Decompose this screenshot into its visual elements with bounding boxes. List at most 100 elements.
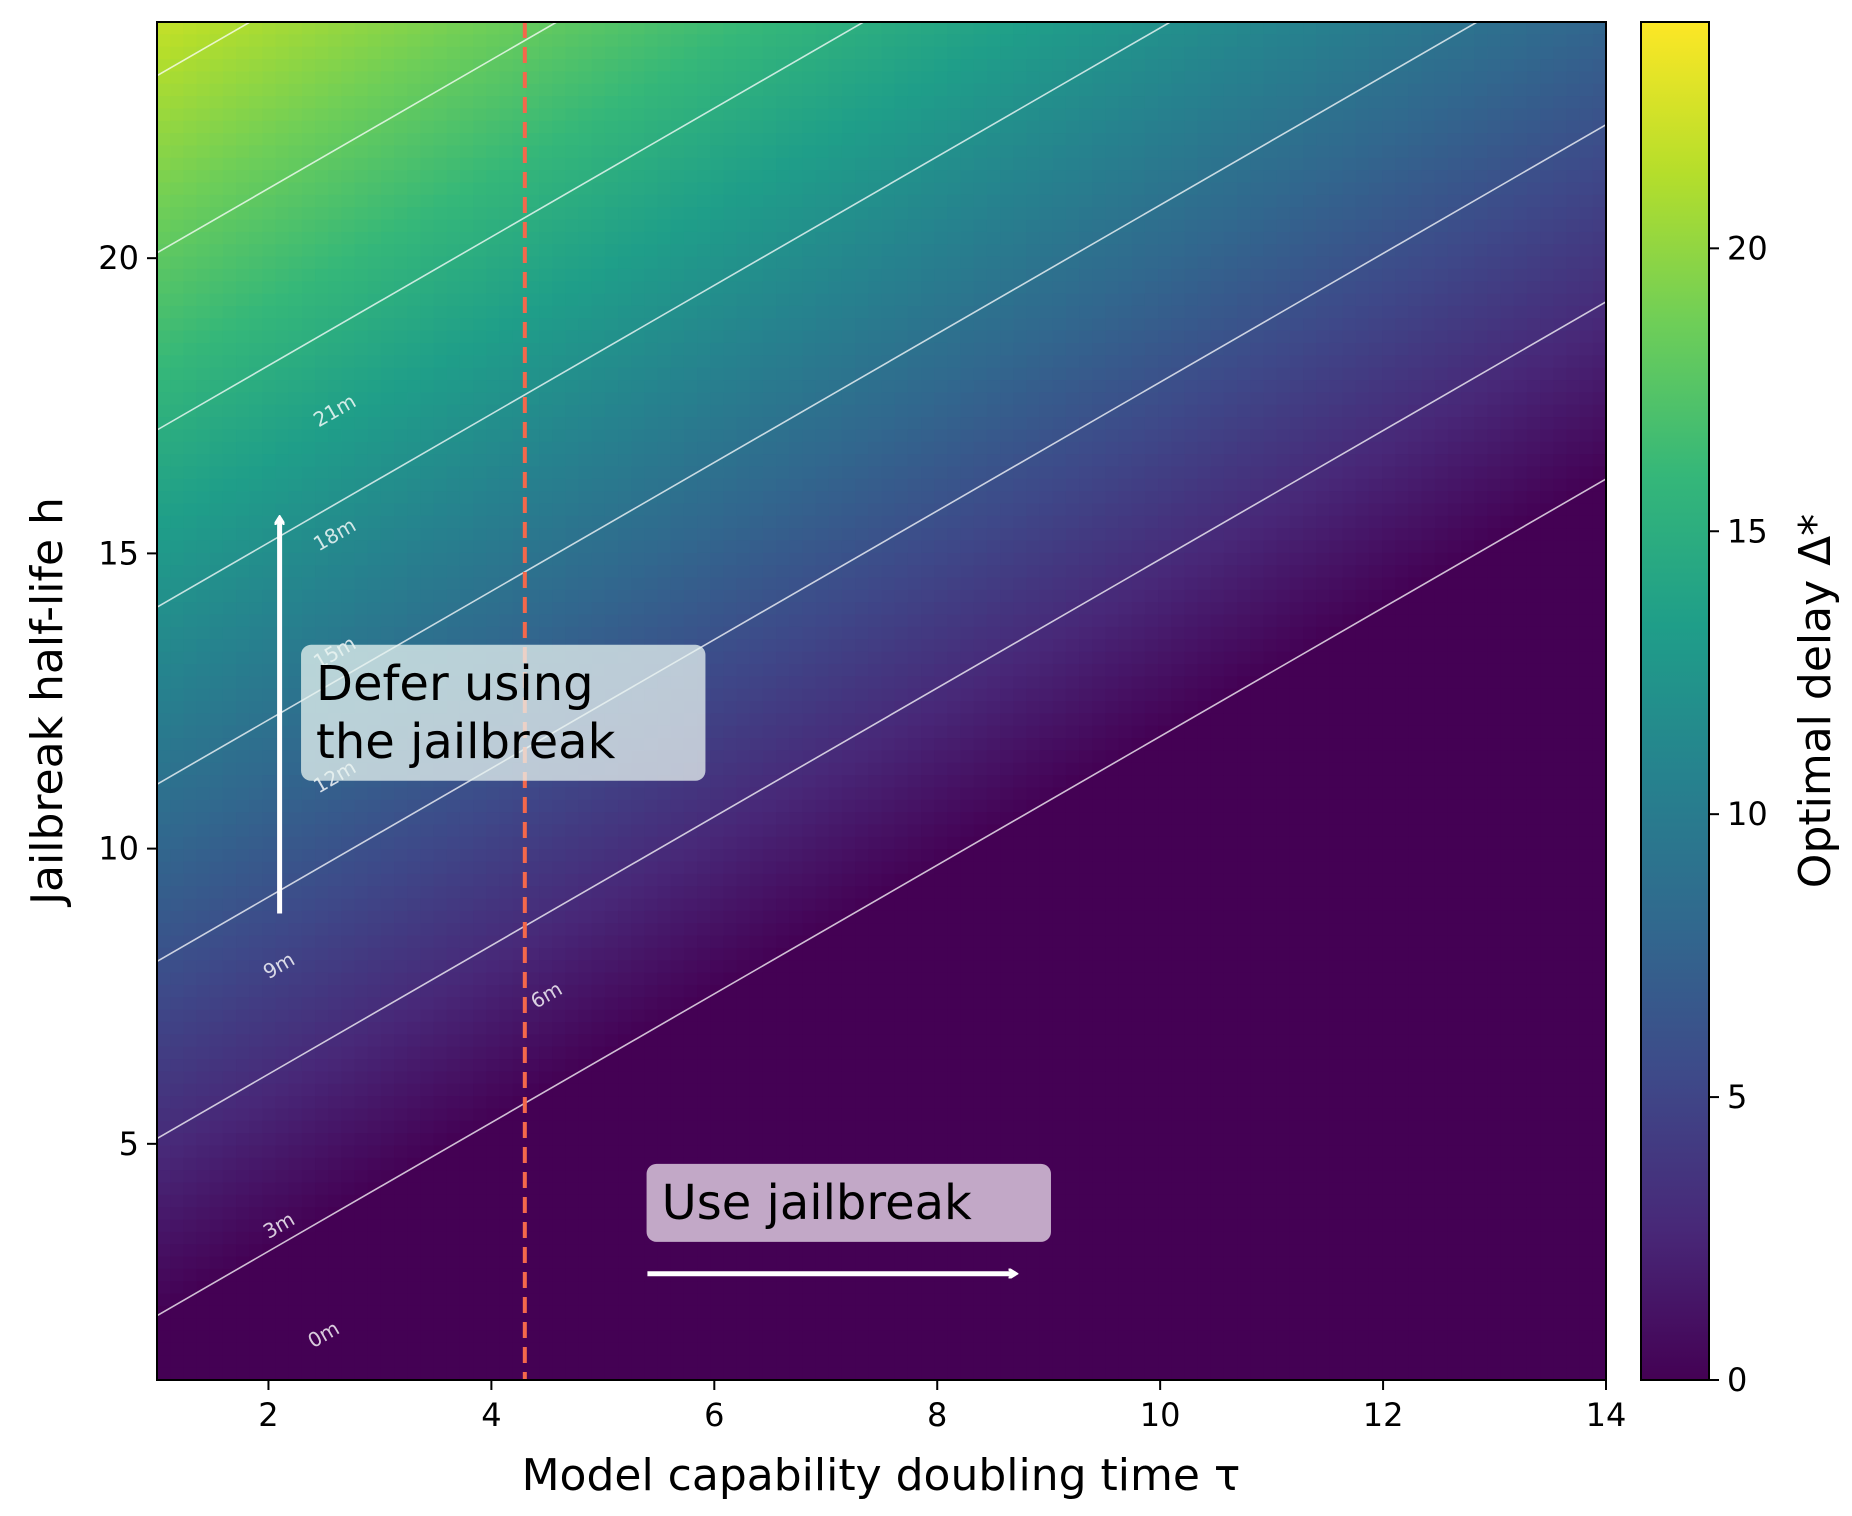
heatmap-cell: [631, 947, 645, 961]
heatmap-cell: [631, 1207, 645, 1221]
heatmap-cell: [683, 1108, 698, 1122]
heatmap-cell: [183, 577, 198, 591]
heatmap-cell: [170, 1046, 184, 1060]
heatmap-cell: [157, 1330, 171, 1344]
heatmap-cell: [288, 1342, 303, 1356]
heatmap-cell: [710, 219, 725, 233]
heatmap-cell: [367, 886, 382, 900]
heatmap-cell: [459, 194, 474, 208]
heatmap-cell: [683, 602, 698, 616]
heatmap-cell: [341, 589, 356, 603]
heatmap-cell: [275, 984, 290, 998]
heatmap-cell: [420, 145, 435, 159]
heatmap-cell: [446, 515, 461, 529]
heatmap-cell: [604, 1219, 619, 1233]
heatmap-cell: [183, 836, 198, 850]
heatmap-cell: [249, 194, 263, 208]
heatmap-cell: [170, 528, 184, 542]
heatmap-cell: [749, 404, 764, 418]
heatmap-cell: [578, 1231, 593, 1245]
heatmap-cell: [631, 787, 645, 801]
heatmap-cell: [183, 1256, 198, 1270]
heatmap-cell: [723, 836, 738, 850]
heatmap-cell: [380, 1367, 395, 1380]
heatmap-cell: [262, 281, 277, 295]
heatmap-cell: [367, 318, 382, 332]
heatmap-cell: [354, 1207, 369, 1221]
heatmap-cell: [486, 910, 501, 924]
heatmap-cell: [578, 318, 593, 332]
heatmap-cell: [486, 1244, 501, 1258]
heatmap-cell: [618, 1342, 632, 1356]
heatmap-cell: [631, 1305, 645, 1319]
heatmap-cell: [604, 1182, 619, 1196]
heatmap-cell: [183, 342, 198, 356]
heatmap-cell: [657, 429, 672, 443]
heatmap-cell: [552, 503, 566, 517]
heatmap-cell: [565, 244, 580, 258]
heatmap-cell: [170, 219, 184, 233]
heatmap-cell: [618, 71, 632, 85]
heatmap-cell: [341, 46, 356, 60]
heatmap-cell: [683, 1367, 698, 1380]
heatmap-cell: [315, 849, 329, 863]
heatmap-cell: [236, 1009, 250, 1023]
heatmap-cell: [170, 972, 184, 986]
heatmap-cell: [209, 46, 224, 60]
heatmap-cell: [486, 1367, 501, 1380]
heatmap-cell: [354, 441, 369, 455]
heatmap-cell: [473, 96, 487, 110]
heatmap-cell: [473, 910, 487, 924]
heatmap-cell: [618, 935, 632, 949]
heatmap-cell: [209, 1330, 224, 1344]
heatmap-cell: [736, 355, 751, 369]
heatmap-cell: [315, 1194, 329, 1208]
heatmap-cell: [723, 725, 738, 739]
heatmap-cell: [209, 515, 224, 529]
heatmap-cell: [341, 429, 356, 443]
heatmap-cell: [446, 1120, 461, 1134]
heatmap-cell: [697, 380, 711, 393]
heatmap-cell: [473, 1330, 487, 1344]
heatmap-cell: [183, 565, 198, 579]
heatmap-cell: [539, 120, 553, 134]
heatmap-cell: [591, 133, 606, 147]
heatmap-cell: [736, 589, 751, 603]
heatmap-cell: [670, 849, 685, 863]
heatmap-cell: [380, 898, 395, 912]
heatmap-cell: [249, 1059, 263, 1072]
heatmap-cell: [183, 873, 198, 887]
heatmap-cell: [552, 404, 566, 418]
heatmap-cell: [367, 108, 382, 122]
heatmap-cell: [604, 565, 619, 579]
heatmap-cell: [328, 898, 343, 912]
heatmap-cell: [499, 836, 514, 850]
heatmap-cell: [578, 947, 593, 961]
heatmap-cell: [604, 194, 619, 208]
heatmap-cell: [618, 404, 632, 418]
heatmap-cell: [657, 1293, 672, 1307]
heatmap-cell: [604, 799, 619, 813]
heatmap-cell: [341, 947, 356, 961]
heatmap-cell: [183, 244, 198, 258]
heatmap-cell: [631, 1367, 645, 1380]
heatmap-cell: [420, 1367, 435, 1380]
heatmap-cell: [433, 799, 448, 813]
heatmap-cell: [288, 1231, 303, 1245]
heatmap-cell: [578, 960, 593, 974]
heatmap-cell: [433, 849, 448, 863]
heatmap-cell: [446, 1108, 461, 1122]
heatmap-cell: [380, 71, 395, 85]
heatmap-cell: [328, 96, 343, 110]
heatmap-cell: [710, 515, 725, 529]
heatmap-cell: [262, 1021, 277, 1035]
heatmap-cell: [631, 935, 645, 949]
heatmap-cell: [301, 1133, 316, 1147]
heatmap-cell: [618, 170, 632, 184]
heatmap-cell: [565, 1034, 580, 1048]
heatmap-cell: [736, 639, 751, 653]
heatmap-cell: [380, 1244, 395, 1258]
heatmap-cell: [301, 22, 316, 35]
heatmap-cell: [262, 824, 277, 838]
heatmap-cell: [486, 466, 501, 480]
